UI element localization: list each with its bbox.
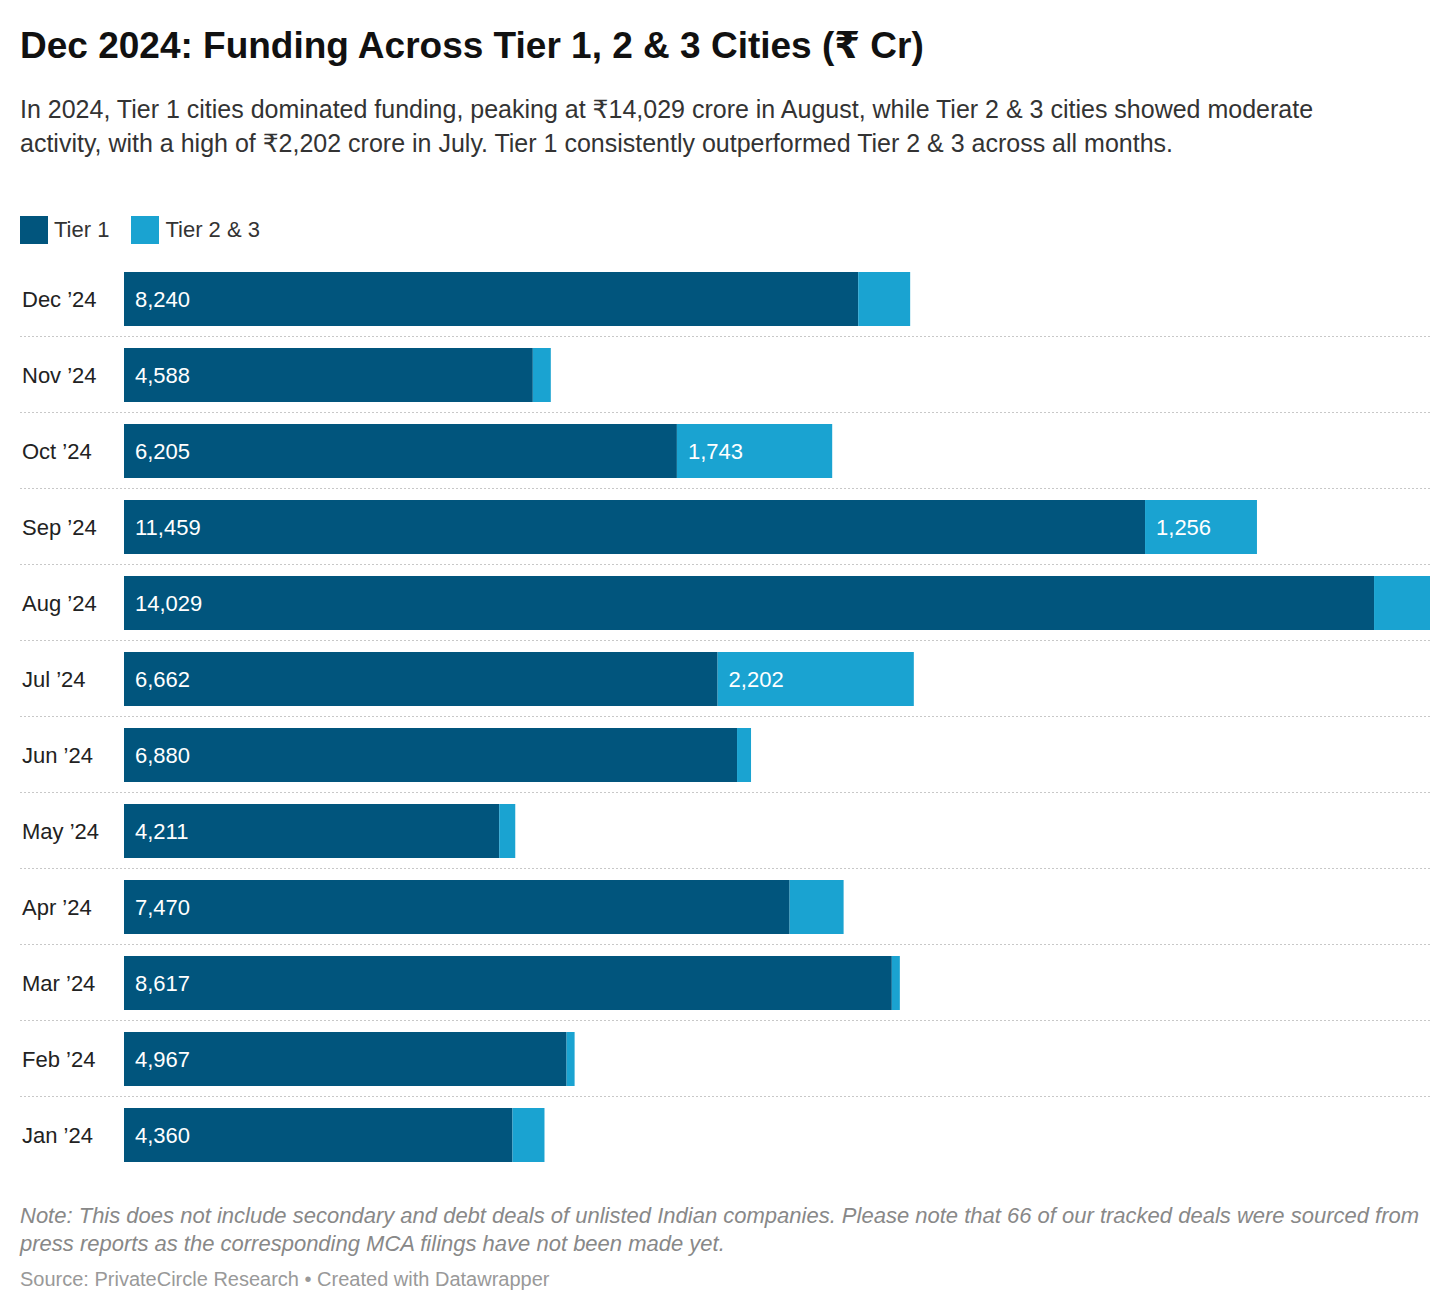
data-label: 6,205	[135, 439, 190, 464]
note: Note: This does not include secondary an…	[20, 1202, 1420, 1258]
data-label: 11,459	[135, 515, 201, 540]
labels: Dec ’24 8,240 Nov ’24 4,588 Oct ’24 6,205 1,74…	[22, 287, 1211, 1148]
data-label: 4,588	[135, 363, 190, 388]
bar-segment	[124, 348, 533, 402]
data-label: 4,967	[135, 1047, 190, 1072]
bar-segment	[124, 1108, 512, 1162]
bar-segment	[892, 956, 900, 1010]
row-separator	[20, 944, 1430, 945]
row-separator	[20, 488, 1430, 489]
data-label: 6,880	[135, 743, 190, 768]
bars	[124, 272, 1430, 1162]
legend-item: Tier 1	[20, 216, 109, 244]
bar-segment	[124, 272, 858, 326]
row-separator	[20, 716, 1430, 717]
bar-segment	[858, 272, 910, 326]
category-label: Jan ’24	[22, 1123, 93, 1148]
row-separator	[20, 564, 1430, 565]
bar-segment	[124, 804, 499, 858]
bar-segment	[790, 880, 844, 934]
data-label: 14,029	[135, 591, 202, 616]
legend-item: Tier 2 & 3	[131, 216, 260, 244]
chart: Dec ’24 8,240 Nov ’24 4,588 Oct ’24 6,205 1,74…	[0, 0, 1452, 1200]
data-label: 2,202	[729, 667, 784, 692]
data-label: 1,256	[1156, 515, 1211, 540]
bar-segment	[124, 424, 677, 478]
bar-segment	[533, 348, 551, 402]
category-label: Jul ’24	[22, 667, 86, 692]
data-label: 7,470	[135, 895, 190, 920]
category-label: Feb ’24	[22, 1047, 95, 1072]
source: Source: PrivateCircle Research • Created…	[20, 1268, 549, 1291]
legend: Tier 1 Tier 2 & 3	[20, 216, 282, 244]
category-label: Apr ’24	[22, 895, 92, 920]
category-label: Oct ’24	[22, 439, 92, 464]
legend-label: Tier 1	[54, 217, 109, 243]
bar-segment	[512, 1108, 544, 1162]
category-label: Aug ’24	[22, 591, 97, 616]
data-label: 8,617	[135, 971, 190, 996]
bar-segment	[124, 1032, 567, 1086]
bar-segment	[1145, 500, 1257, 554]
row-separator	[20, 412, 1430, 413]
row-separator	[20, 1096, 1430, 1097]
bar-segment	[567, 1032, 575, 1086]
legend-label: Tier 2 & 3	[165, 217, 260, 243]
category-label: Mar ’24	[22, 971, 95, 996]
category-label: May ’24	[22, 819, 99, 844]
bar-segment	[124, 956, 892, 1010]
row-separator	[20, 640, 1430, 641]
bar-segment	[737, 728, 751, 782]
category-label: Dec ’24	[22, 287, 97, 312]
row-separator	[20, 1020, 1430, 1021]
category-label: Nov ’24	[22, 363, 97, 388]
category-label: Sep ’24	[22, 515, 97, 540]
bar-segment	[124, 500, 1145, 554]
bar-segment	[677, 424, 832, 478]
data-label: 1,743	[688, 439, 743, 464]
row-separator	[20, 792, 1430, 793]
bar-segment	[499, 804, 515, 858]
data-label: 8,240	[135, 287, 190, 312]
legend-swatch	[20, 216, 48, 244]
row-separator	[20, 868, 1430, 869]
bar-segment	[124, 652, 718, 706]
data-label: 4,211	[135, 819, 188, 844]
bar-segment	[124, 728, 737, 782]
category-label: Jun ’24	[22, 743, 93, 768]
data-label: 4,360	[135, 1123, 190, 1148]
title: Dec 2024: Funding Across Tier 1, 2 & 3 C…	[20, 24, 924, 67]
bar-segment	[1374, 576, 1430, 630]
bar-segment	[124, 880, 790, 934]
legend-swatch	[131, 216, 159, 244]
subtitle: In 2024, Tier 1 cities dominated funding…	[20, 92, 1360, 160]
bar-segment	[718, 652, 914, 706]
row-separator	[20, 336, 1430, 337]
data-label: 6,662	[135, 667, 190, 692]
bar-segment	[124, 576, 1374, 630]
